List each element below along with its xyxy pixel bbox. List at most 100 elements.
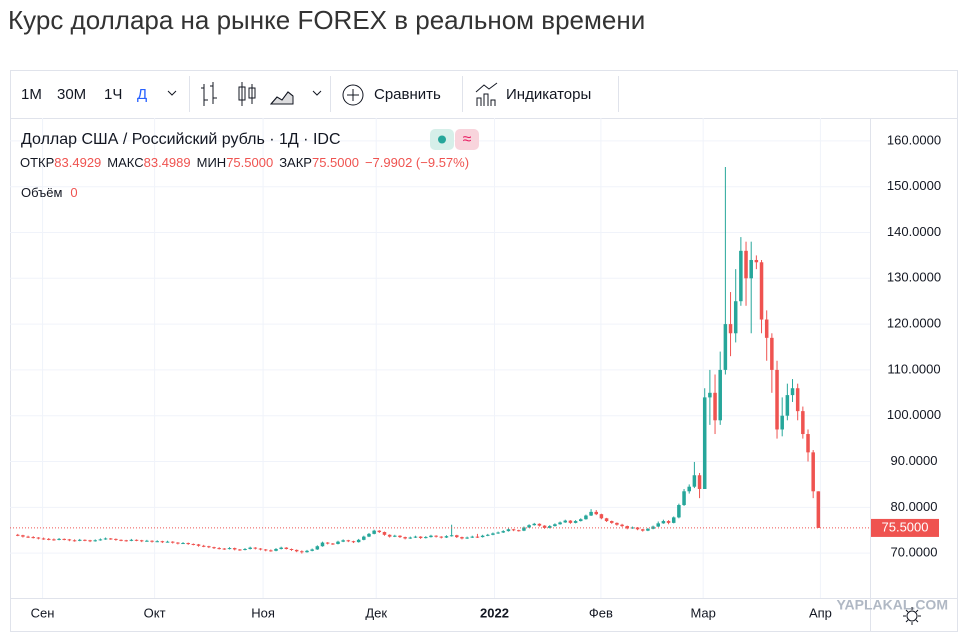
candle-body [718, 369, 722, 421]
candle-body [124, 540, 128, 542]
candle-body [403, 537, 407, 539]
candle-body [160, 541, 165, 543]
candle-body [222, 548, 227, 550]
y-tick-label: 100.0000 [887, 407, 941, 422]
candle-body [578, 519, 583, 522]
candle-body [465, 537, 469, 539]
candle-body [26, 536, 30, 538]
candle-body [21, 535, 25, 537]
candle-body [196, 544, 201, 546]
symbol-name: Доллар США / Российский рубль · 1Д · IDC [21, 131, 341, 148]
status-badge [455, 129, 479, 150]
candle-body [356, 539, 361, 543]
candle-body [646, 528, 650, 531]
candle-body [289, 548, 294, 550]
candle-body [434, 535, 438, 537]
candle-body [52, 539, 56, 541]
candle-body [393, 535, 397, 537]
delay-badge: ≈ [463, 131, 472, 148]
candle-body [702, 397, 707, 489]
candle-body [795, 388, 800, 412]
candle-body [517, 530, 521, 532]
ohlc-label: ЗАКР [279, 155, 312, 170]
legend: Доллар США / Российский рубль · 1Д · IDC… [20, 129, 479, 200]
candle-body [346, 540, 351, 542]
candle-body [801, 411, 805, 435]
candle-body [139, 540, 144, 542]
candle-body [573, 521, 578, 523]
ohlc-value: 75.5000 [312, 155, 359, 170]
interval-button[interactable]: 30М [57, 86, 86, 103]
candle-body [424, 537, 428, 539]
candle-body [785, 395, 790, 416]
candle-body [320, 542, 325, 547]
settings-icon[interactable] [903, 607, 921, 625]
y-tick-label: 130.0000 [887, 270, 941, 285]
candle-body [671, 517, 676, 523]
candle-body [759, 262, 764, 320]
candle-body [584, 515, 588, 520]
y-tick-label: 160.0000 [887, 132, 941, 147]
candle-body [238, 549, 242, 551]
last-price-label: 75.5000 [882, 519, 929, 534]
x-tick-label: Фев [589, 605, 613, 620]
candle-body [114, 538, 118, 540]
y-tick-label: 120.0000 [887, 316, 941, 331]
candle-body [439, 536, 444, 538]
candle-body [455, 535, 459, 538]
x-tick-label: 2022 [480, 605, 509, 620]
candle-body [599, 514, 604, 519]
ohlc-label: ОТКР [20, 155, 54, 170]
ohlc-change: −7.9902 (−9.57%) [365, 155, 469, 170]
candle-body [67, 539, 72, 541]
candle-body [191, 543, 196, 545]
candle-body [258, 548, 263, 550]
bar-style-icon[interactable] [201, 82, 322, 106]
candle-body [227, 548, 232, 550]
ohlc-label: МАКС [107, 155, 143, 170]
candle-body [749, 259, 753, 279]
candle-body [170, 541, 175, 543]
candle-body [351, 541, 356, 543]
interval-button[interactable]: Д [137, 86, 147, 103]
ohlc-label: МИН [197, 155, 227, 170]
candle-body [651, 526, 655, 529]
watermark: YAPLAKAL.COM [837, 597, 949, 613]
candle-body [548, 526, 552, 528]
candle-body [501, 531, 506, 533]
candle-body [563, 520, 568, 523]
interval-button[interactable]: 1Ч [104, 86, 122, 103]
candle-body [656, 523, 660, 527]
candle-body [372, 530, 376, 534]
candle-body [46, 538, 51, 540]
candle-body [186, 543, 190, 545]
candle-body [609, 521, 614, 523]
ohlc-value: 75.5000 [226, 155, 273, 170]
candle-body [790, 388, 795, 396]
dropdown-arrow[interactable] [167, 90, 177, 96]
indicators-button[interactable]: Индикаторы [475, 82, 591, 106]
y-tick-label: 90.0000 [891, 453, 938, 468]
candle-body [589, 511, 593, 516]
compare-label: Сравнить [374, 86, 441, 103]
candle-body [666, 521, 671, 523]
candle-body [83, 539, 87, 541]
candle-body [341, 540, 345, 542]
y-tick-label: 80.0000 [891, 499, 938, 514]
candles [10, 167, 870, 554]
candle-body [57, 538, 61, 540]
compare-button[interactable]: Сравнить [342, 84, 441, 106]
candle-body [429, 535, 433, 538]
candle-body [764, 319, 769, 338]
candle-body [382, 532, 387, 535]
candle-body [108, 538, 113, 540]
candle-body [362, 536, 366, 540]
candle-body [542, 525, 547, 528]
x-tick-label: Окт [144, 605, 166, 620]
interval-button[interactable]: 1М [21, 86, 42, 103]
candle-body [444, 536, 449, 538]
candle-body [274, 548, 278, 551]
candle-body [697, 475, 702, 489]
candle-body [687, 486, 691, 492]
